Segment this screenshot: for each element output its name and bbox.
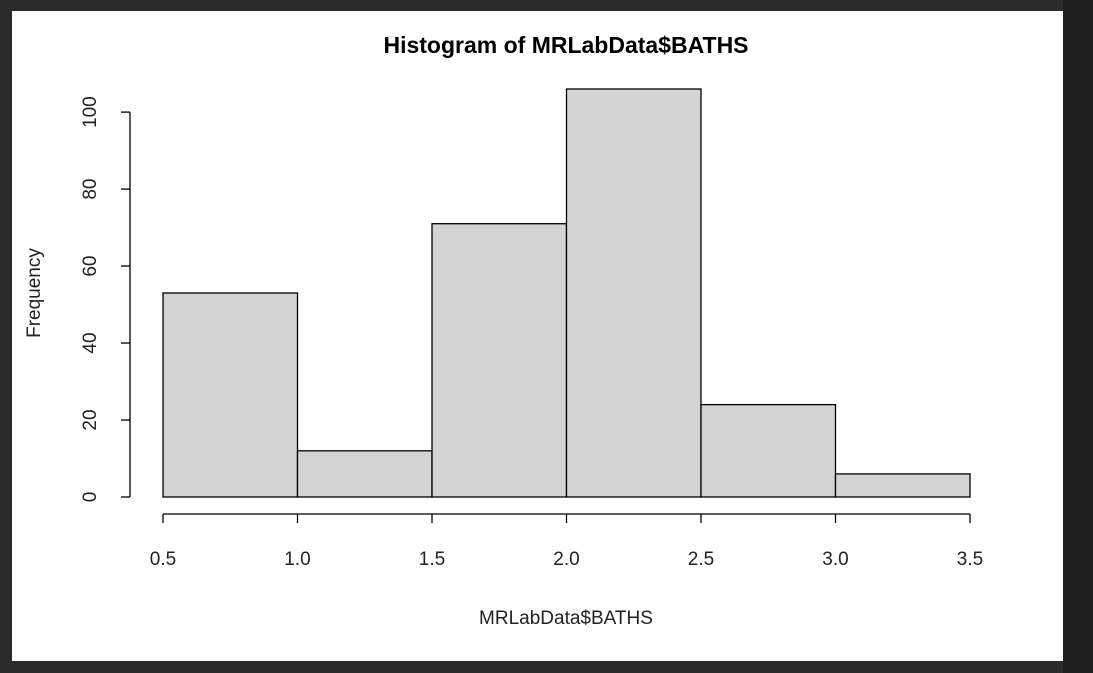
y-tick-label: 0 xyxy=(80,492,101,503)
x-tick-label: 2.5 xyxy=(688,549,714,570)
x-tick-label: 1.0 xyxy=(284,549,310,570)
x-tick-label: 3.5 xyxy=(957,549,983,570)
y-axis-label: Frequency xyxy=(24,248,45,338)
histogram-bar-4 xyxy=(565,88,702,498)
histogram-bar-5 xyxy=(700,403,837,498)
x-axis: 0.5 1.0 1.5 2.0 2.5 3.0 3.5 xyxy=(150,513,983,570)
y-tick-label: 60 xyxy=(80,255,101,276)
x-tick-label: 3.0 xyxy=(822,549,848,570)
chart-title: Histogram of MRLabData$BATHS xyxy=(383,32,748,58)
histogram-bar-1 xyxy=(162,292,299,498)
y-tick-label: 20 xyxy=(80,409,101,430)
y-tick-label: 40 xyxy=(80,332,101,353)
histogram-bar-6 xyxy=(834,473,971,498)
y-tick-label: 100 xyxy=(80,96,101,128)
x-tick-label: 1.5 xyxy=(419,549,445,570)
x-tick-label: 2.0 xyxy=(553,549,579,570)
histogram-bar-3 xyxy=(431,223,568,498)
x-axis-label: MRLabData$BATHS xyxy=(479,608,653,629)
x-tick-label: 0.5 xyxy=(150,549,176,570)
window-edge xyxy=(1063,0,1093,673)
bars-group xyxy=(162,88,971,498)
y-tick-label: 80 xyxy=(80,179,101,200)
histogram-bar-2 xyxy=(296,450,433,498)
y-axis: 0 20 40 60 80 100 xyxy=(80,96,131,503)
